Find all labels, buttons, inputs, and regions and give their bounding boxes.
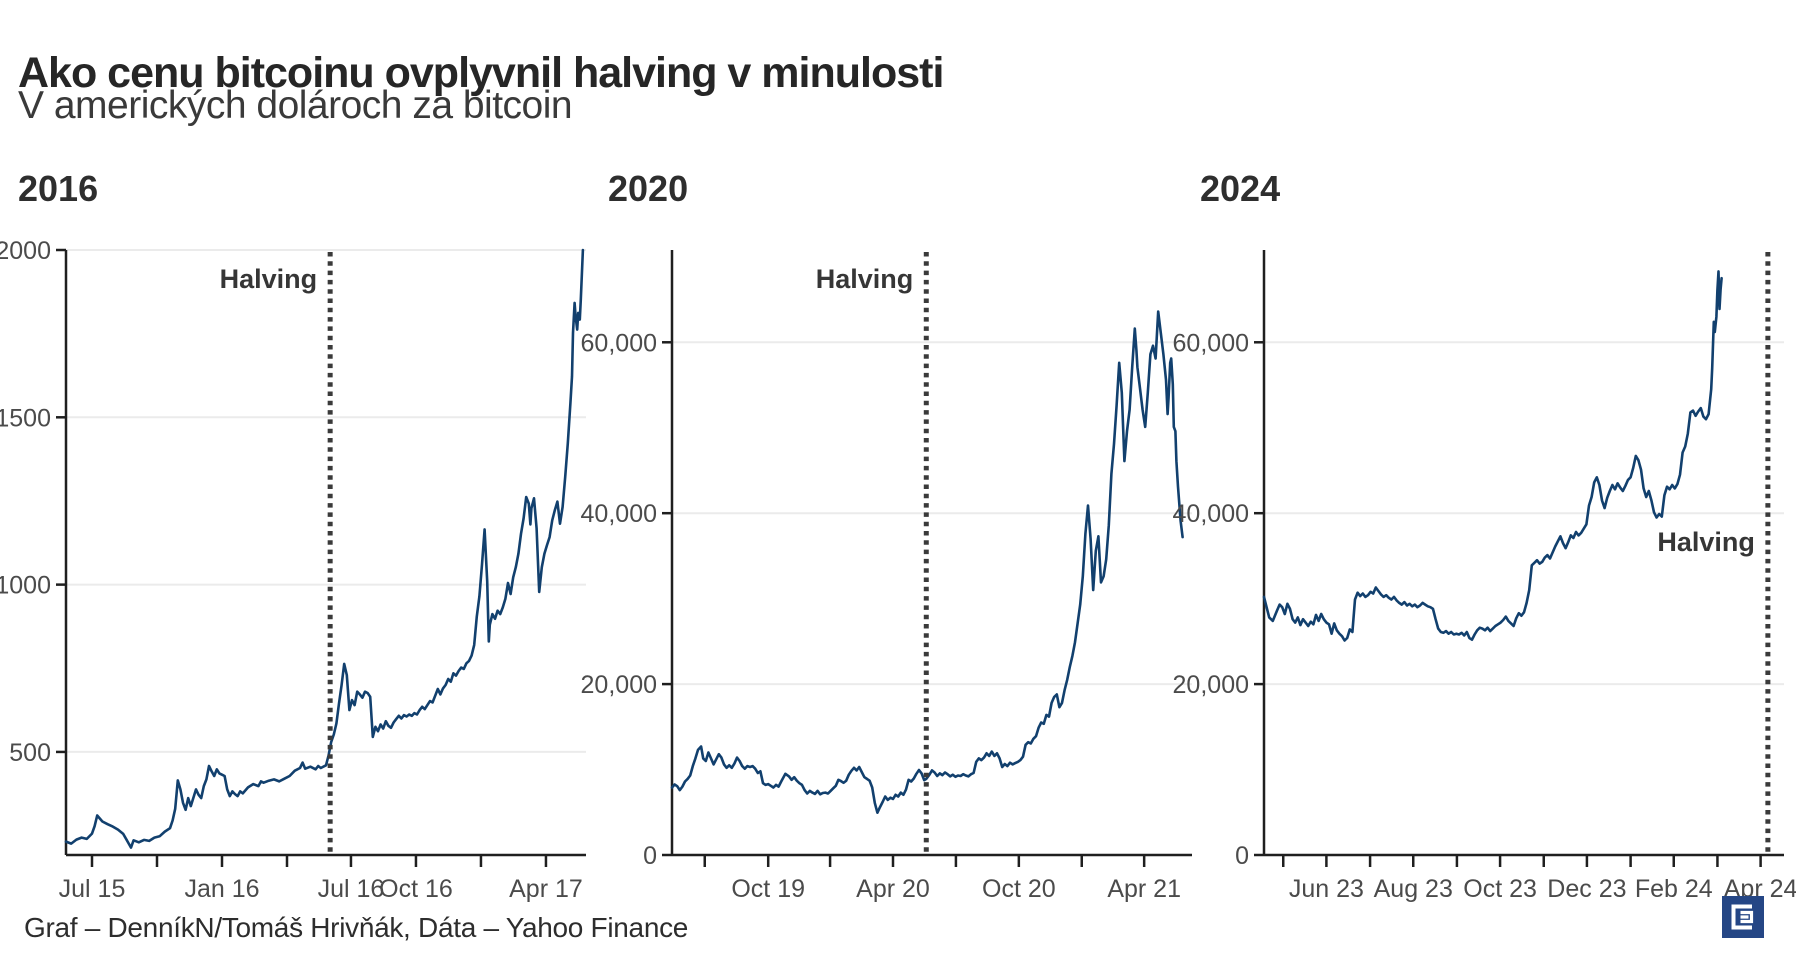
logo-e-outer (1731, 904, 1752, 930)
y-tick-label: 1500 (0, 404, 51, 432)
x-tick-label: Oct 23 (1463, 875, 1537, 903)
x-tick-label: Jul 15 (59, 875, 126, 903)
y-tick-label: 60,000 (581, 329, 657, 357)
chart-panel-2020: 0 20,000 40,000 60,000 Oct 19 Apr 20 Oct 20 Apr… (581, 250, 1192, 903)
panel-heading-2024: 2024 (1200, 168, 1281, 209)
source-attribution: Graf – DenníkN/Tomáš Hrivňák, Dáta – Yah… (24, 912, 689, 943)
x-tick-label: Apr 21 (1107, 875, 1181, 903)
panel-heading-2020: 2020 (608, 168, 689, 209)
price-line-2016 (64, 248, 585, 849)
x-tick-label: Feb 24 (1635, 875, 1713, 903)
y-tick-label: 1000 (0, 572, 51, 600)
x-tick-label: Apr 20 (856, 875, 930, 903)
halving-label: Halving (220, 264, 318, 294)
panel-heading-2016: 2016 (18, 168, 99, 209)
x-tick-label: Oct 20 (982, 875, 1056, 903)
halving-label: Halving (816, 264, 914, 294)
dennik-e-logo-icon (1722, 896, 1764, 938)
x-tick-label: Jan 16 (184, 875, 259, 903)
y-tick-label: 0 (1235, 842, 1249, 870)
x-tick-label: Aug 23 (1374, 875, 1453, 903)
page-subtitle: V amerických dolároch za bitcoin (18, 84, 573, 127)
x-tick-label: Oct 19 (731, 875, 805, 903)
x-tick-label: Jun 23 (1289, 875, 1364, 903)
y-tick-label: 500 (9, 739, 51, 767)
x-tick-label: Oct 16 (379, 875, 453, 903)
y-tick-label: 0 (643, 842, 657, 870)
price-line-2024 (1262, 270, 1723, 642)
dennik-e-logo (1722, 896, 1764, 938)
y-tick-label: 20,000 (581, 671, 657, 699)
logo-e-inner (1740, 910, 1754, 924)
x-tick-label: Apr 17 (509, 875, 583, 903)
y-tick-label: 2000 (0, 237, 51, 265)
x-tick-label: Jul 16 (318, 875, 385, 903)
price-line-2020 (670, 310, 1184, 815)
y-tick-label: 20,000 (1173, 671, 1249, 699)
halving-label: Halving (1657, 527, 1755, 557)
y-tick-label: 40,000 (581, 500, 657, 528)
y-tick-label: 60,000 (1173, 329, 1249, 357)
y-tick-label: 40,000 (1173, 500, 1249, 528)
x-tick-label: Dec 23 (1547, 875, 1626, 903)
chart-panel-2024: 0 20,000 40,000 60,000 Jun 23 Aug 23 Oct 23 Dec… (1173, 250, 1796, 903)
page-title: Ako cenu bitcoinu ovplyvnil halving v mi… (18, 48, 944, 97)
